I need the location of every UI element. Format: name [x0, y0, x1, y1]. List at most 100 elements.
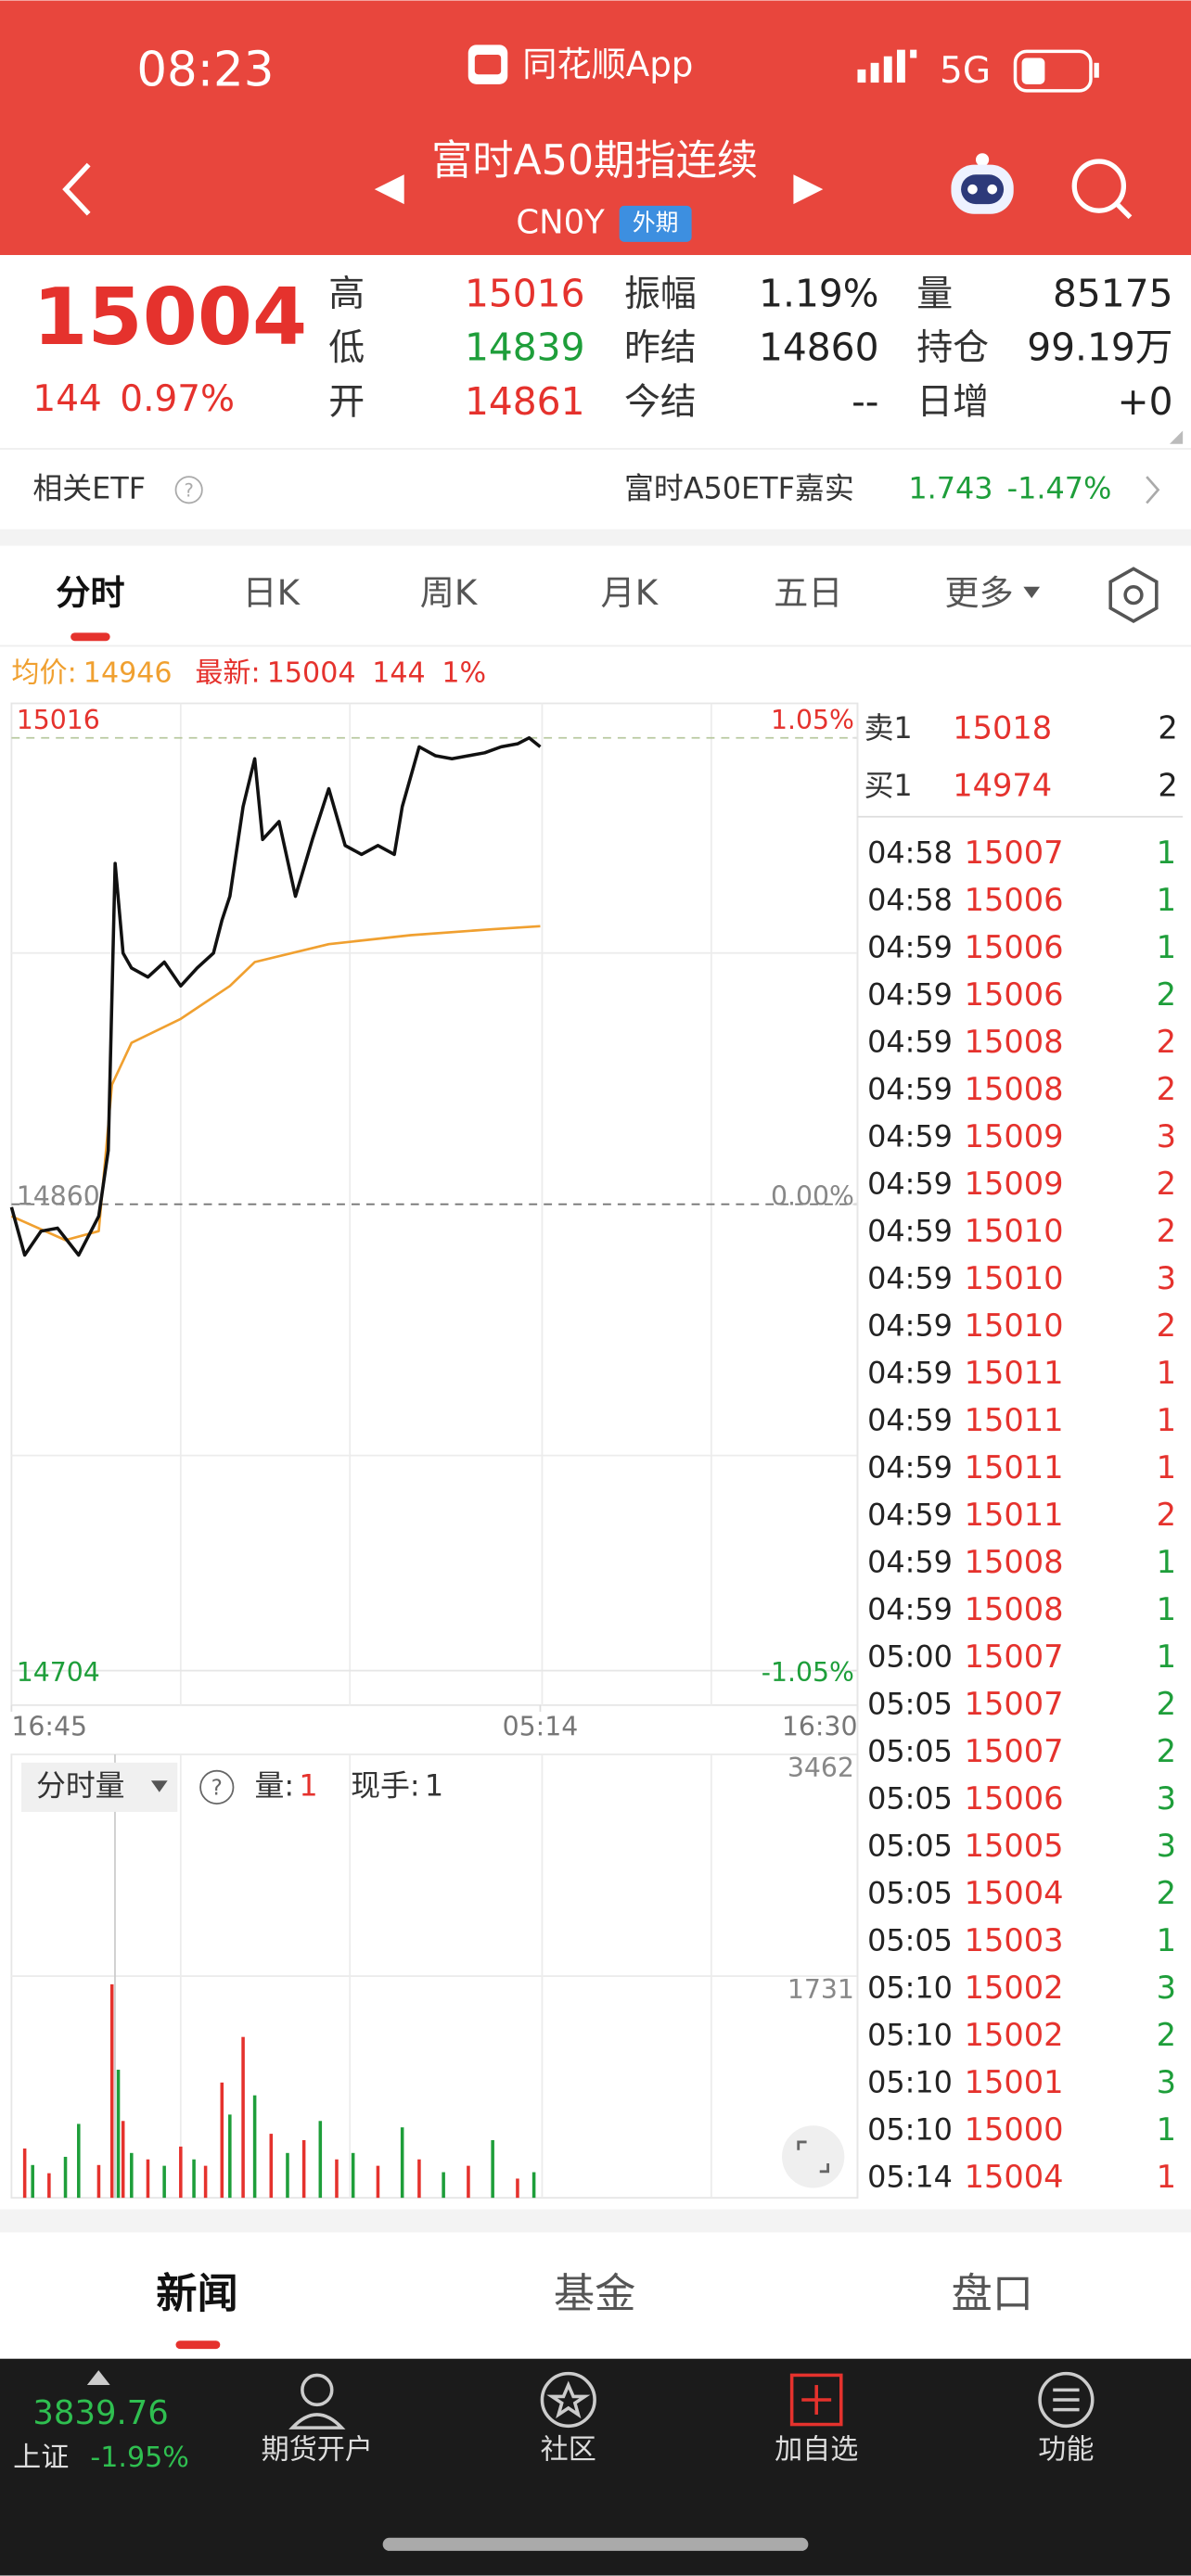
- trade-time: 04:59: [867, 1545, 953, 1580]
- volume-bar: [491, 2139, 494, 2199]
- volume-bar: [203, 2165, 208, 2199]
- trade-price: 15006: [965, 1780, 1064, 1817]
- ask-label: 卖1: [864, 710, 913, 746]
- trade-time: 05:10: [867, 2065, 953, 2100]
- stat-value: 99.19万: [1027, 325, 1172, 370]
- stat-value: 14839: [465, 325, 585, 370]
- nav-item[interactable]: 加自选: [775, 2433, 858, 2466]
- expand-icon: [797, 2140, 830, 2174]
- volume-bar: [121, 2121, 125, 2199]
- index-change: -1.95%: [90, 2442, 188, 2474]
- robot-button[interactable]: [951, 153, 1014, 214]
- nav: 期货开户 社区 加自选 功能: [262, 2433, 1095, 2466]
- price-grid-layout: [11, 703, 858, 1705]
- index-caret[interactable]: [86, 2370, 110, 2386]
- y2-tick-label: 1.05%: [771, 705, 854, 735]
- etf-name[interactable]: 富时A50ETF嘉实: [624, 470, 854, 505]
- trade-time: 05:05: [867, 1923, 953, 1958]
- battery: [1013, 49, 1093, 93]
- volume-bar: [31, 2164, 34, 2199]
- etf-help[interactable]: [174, 476, 203, 504]
- trade-time: 04:59: [867, 1071, 953, 1106]
- trade-price: 15004: [965, 1875, 1064, 1911]
- volume-bar: [146, 2159, 150, 2199]
- trade-vol: 1: [1157, 1449, 1176, 1486]
- trade-time: 05:05: [867, 1829, 953, 1864]
- trade-time: 04:59: [867, 1403, 953, 1438]
- trade-time: 05:05: [867, 1734, 953, 1769]
- trade-vol: 3: [1157, 1970, 1176, 2006]
- bottom-tab[interactable]: 盘口: [951, 2270, 1033, 2317]
- bid-vol: 2: [1158, 767, 1177, 803]
- trade-vol: 2: [1157, 1497, 1176, 1533]
- search-button[interactable]: [1071, 159, 1133, 220]
- trade-price: 15001: [965, 2064, 1064, 2100]
- next-button[interactable]: [793, 174, 824, 205]
- trade-price: 15010: [965, 1307, 1064, 1344]
- trade-price: 15011: [965, 1497, 1064, 1533]
- trade-vol: 1: [1157, 1591, 1176, 1627]
- trade-vol: 2: [1157, 1307, 1176, 1344]
- trade-vol: 1: [1157, 2159, 1176, 2195]
- signal: [857, 49, 917, 83]
- trade-time: 05:00: [867, 1639, 953, 1675]
- tabs: 分时 日K 周K 月K 五日 更多: [56, 572, 1041, 613]
- expand-button[interactable]: [782, 2125, 845, 2188]
- etf-label: 相关ETF: [32, 470, 146, 505]
- tab[interactable]: 日K: [242, 572, 301, 613]
- y-tick-label: 14704: [17, 1657, 100, 1688]
- volume-bar: [47, 2173, 51, 2199]
- tab-underline: [70, 632, 110, 642]
- trade-vol: 2: [1157, 1686, 1176, 1722]
- stat-value: --: [852, 379, 878, 424]
- volume-tick-label: 3462: [788, 1753, 854, 1783]
- volume-bar: [77, 2123, 81, 2199]
- nav-item[interactable]: 社区: [541, 2433, 596, 2466]
- bottom-tab[interactable]: 基金: [554, 2270, 636, 2317]
- bottom-tab[interactable]: 新闻: [156, 2270, 238, 2317]
- settings-button[interactable]: [1108, 567, 1159, 623]
- trade-price: 15007: [965, 1733, 1064, 1769]
- trade-vol: 1: [1157, 1402, 1176, 1438]
- tab[interactable]: 月K: [601, 572, 660, 613]
- volume-bar: [162, 2165, 166, 2199]
- trade-time: 04:59: [867, 976, 953, 1012]
- back-button[interactable]: [62, 162, 91, 216]
- tab[interactable]: 更多: [944, 572, 1013, 613]
- stat-value: +0: [1117, 379, 1172, 424]
- trade-price: 15006: [965, 976, 1064, 1013]
- volume-bar: [351, 2152, 355, 2199]
- ask-vol: 2: [1158, 709, 1177, 746]
- vol-label: 量:: [255, 1767, 295, 1803]
- tab[interactable]: 五日: [774, 572, 842, 613]
- tab[interactable]: 周K: [420, 572, 479, 613]
- corner-mark: [1169, 430, 1184, 444]
- index-name: 上证: [13, 2442, 69, 2474]
- trade-price: 15008: [965, 1544, 1064, 1580]
- trade-price: 15002: [965, 1970, 1064, 2006]
- x-tick-label: 05:14: [503, 1712, 579, 1742]
- volume-bar: [335, 2159, 339, 2199]
- trade-vol: 1: [1157, 1639, 1176, 1675]
- title: 富时A50期指连续: [431, 137, 758, 185]
- volume-bar: [400, 2127, 404, 2199]
- nav-item[interactable]: 功能: [1038, 2433, 1094, 2466]
- tab[interactable]: 分时: [56, 572, 124, 613]
- volume-mode: 分时量: [36, 1767, 125, 1803]
- trade-vol: 3: [1157, 1118, 1176, 1154]
- trade-price: 15011: [965, 1449, 1064, 1486]
- prev-button[interactable]: [374, 174, 404, 205]
- nav-item[interactable]: 期货开户: [262, 2433, 373, 2466]
- avg-line: [10, 925, 541, 1242]
- volume-mode-caret: [150, 1780, 168, 1792]
- volume-help[interactable]: [199, 1769, 235, 1804]
- stat-value: 14861: [465, 379, 585, 424]
- x-tick-label: 16:45: [11, 1712, 87, 1742]
- badge-text: 外期: [633, 209, 679, 236]
- nav-icons: [288, 2371, 1095, 2429]
- hand: 1: [425, 1767, 443, 1803]
- volume-bar: [96, 2164, 101, 2199]
- y2-tick-label: 0.00%: [771, 1181, 854, 1212]
- volume-mode-button[interactable]: [21, 1762, 178, 1812]
